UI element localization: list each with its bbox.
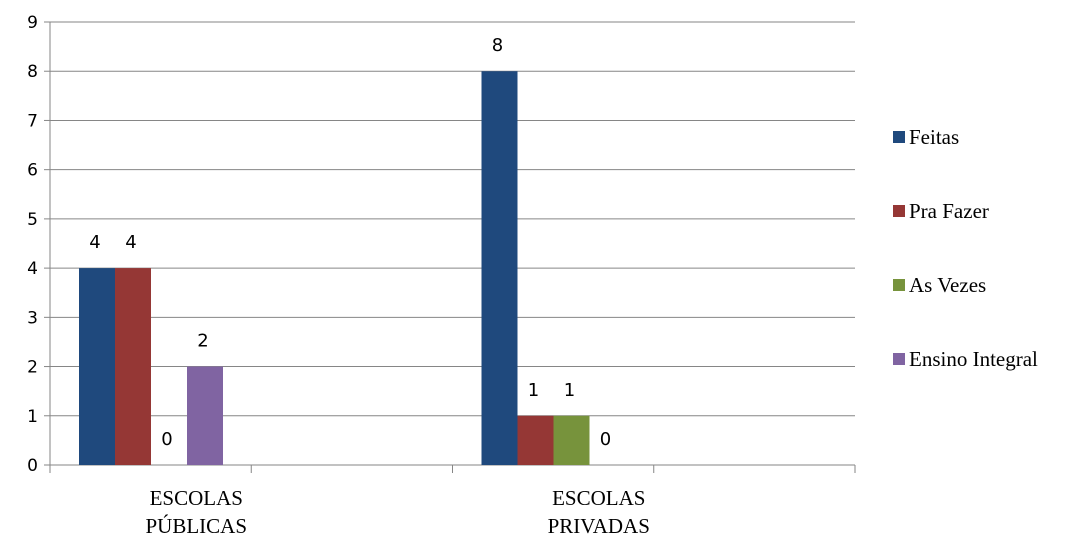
legend-label-ensino-integral: Ensino Integral: [909, 347, 1038, 371]
legend-label-as-vezes: As Vezes: [909, 273, 986, 297]
legend-swatch-as-vezes: [893, 279, 905, 291]
y-tick-label-7: 7: [27, 111, 38, 131]
data-label-feitas-1: 8: [492, 35, 503, 56]
data-label-ensino-integral-0: 2: [197, 331, 208, 352]
data-label-pra-fazer-1: 1: [528, 380, 539, 401]
y-tick-label-8: 8: [27, 62, 38, 82]
data-label-as-vezes-0: 0: [161, 429, 172, 450]
y-tick-label-0: 0: [27, 456, 38, 476]
data-label-feitas-0: 4: [89, 232, 100, 253]
legend-label-pra-fazer: Pra Fazer: [909, 199, 989, 223]
legend-label-feitas: Feitas: [909, 125, 959, 149]
legend-swatch-pra-fazer: [893, 205, 905, 217]
y-tick-label-6: 6: [27, 161, 38, 181]
y-tick-label-4: 4: [27, 259, 38, 279]
bar-as-vezes-1: [553, 415, 590, 465]
y-tick-label-3: 3: [27, 308, 38, 328]
data-label-ensino-integral-1: 0: [600, 429, 611, 450]
data-label-as-vezes-1: 1: [564, 380, 575, 401]
legend-swatch-ensino-integral: [893, 353, 905, 365]
y-tick-label-2: 2: [27, 358, 38, 378]
bar-pra-fazer-1: [517, 415, 554, 465]
y-tick-label-5: 5: [27, 210, 38, 230]
x-category-label-1: ESCOLAS PRIVADAS: [548, 486, 650, 538]
legend-swatch-feitas: [893, 131, 905, 143]
x-category-label-0: ESCOLAS PÚBLICAS: [145, 486, 247, 538]
bar-feitas-0: [79, 268, 115, 465]
y-tick-label-1: 1: [27, 407, 38, 427]
bar-ensino-integral-0: [187, 366, 223, 465]
bar-pra-fazer-0: [115, 268, 151, 465]
bar-feitas-1: [481, 71, 518, 465]
y-tick-label-9: 9: [27, 13, 38, 33]
data-label-pra-fazer-0: 4: [125, 232, 136, 253]
